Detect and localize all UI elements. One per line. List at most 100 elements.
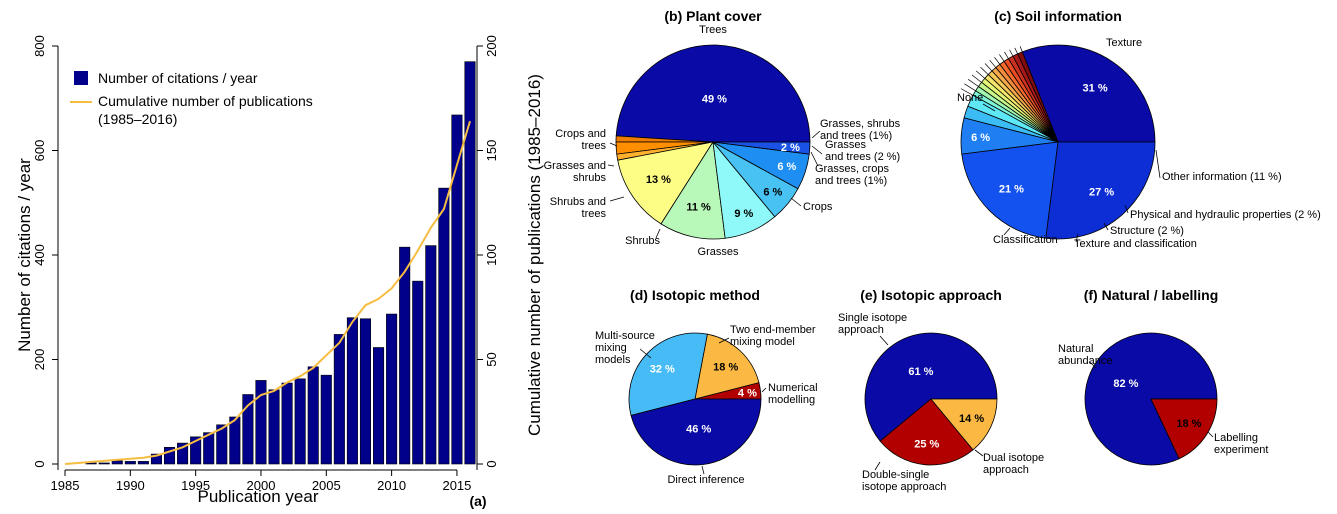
- pie-b-leader-line: [607, 164, 615, 167]
- x-tick-label: 2005: [312, 478, 341, 493]
- bar-2015: [451, 114, 463, 465]
- pie-e-slice-label: Single isotope: [838, 312, 907, 324]
- pie-e-slice-label: approach: [838, 324, 884, 336]
- pie-d-slice-multi-source-mixing-models: [628, 332, 708, 416]
- pie-b-leader-line: [811, 130, 821, 139]
- pie-c-minor-leader: [1014, 47, 1018, 54]
- bar-2001: [268, 389, 280, 465]
- pie-d-slice-label: Multi-source: [595, 330, 655, 342]
- x-tick-label: 1990: [116, 478, 145, 493]
- pie-b-leader-line: [810, 151, 819, 167]
- pie-b-slice-label: Grasses, shrubs: [820, 118, 901, 130]
- pie-c-slice-label: Structure (2 %): [1110, 225, 1184, 237]
- pie-c-leader-line: [1075, 233, 1079, 243]
- pie-c-other-bracket: [1155, 149, 1161, 179]
- pie-c-minor-leader: [984, 63, 993, 72]
- pie-e-slice-label: approach: [983, 464, 1029, 476]
- pie-d-slice-label: Two end-member: [730, 324, 816, 336]
- pie-d-slice-label: Direct inference: [667, 474, 744, 486]
- pie-e-slice-single-isotope-approach: [864, 332, 998, 442]
- pie-b-slice-label: and trees (1%): [815, 175, 887, 187]
- y-tick-label: 600: [32, 140, 47, 162]
- bar-2009: [373, 347, 385, 465]
- bar-2000: [255, 380, 267, 465]
- pie-c-minor-leader: [967, 79, 979, 87]
- legend-swatch-bars: [74, 71, 88, 85]
- bar-1997: [216, 424, 228, 465]
- pie-d-slice-label: mixing model: [730, 336, 795, 348]
- pie-c-title: (c) Soil information: [994, 8, 1122, 24]
- panel-f-pie-chart: 82 % 18 % (f) Natural / labelling Naturalab…: [1058, 287, 1268, 466]
- y-tick-label: 800: [32, 35, 47, 57]
- pie-b-slice-label: trees: [582, 208, 607, 220]
- pie-b-slice-crops: [617, 141, 714, 225]
- bar-2006: [333, 334, 345, 465]
- x-tick-label: 2010: [377, 478, 406, 493]
- pie-d-percent-label: 4 %: [738, 387, 757, 399]
- pie-d-title: (d) Isotopic method: [630, 287, 760, 303]
- y2-tick-label: 0: [484, 460, 499, 467]
- bar-1994: [177, 442, 189, 465]
- pie-d-leader-line: [701, 465, 705, 475]
- pie-b-leader-line: [811, 145, 823, 155]
- pie-c-leader-line: [982, 103, 996, 112]
- cumulative-publications-line: [64, 120, 471, 465]
- pie-c-leader-line: [1003, 227, 1011, 236]
- pie-c-percent-label: 27 %: [1089, 187, 1114, 199]
- pie-b-slice-label: Crops: [803, 201, 833, 213]
- panel-b-pie-chart: 49 % 13 % 11 % 9 % 6 % 6 % 2 % (b) Plant coverT…: [544, 8, 901, 258]
- pie-c-leader-line: [1124, 204, 1129, 214]
- bar-2010: [386, 313, 398, 465]
- pie-d-slice-two-end-member-mixing-model: [694, 333, 760, 400]
- pie-d-slice-label: modelling: [768, 394, 815, 406]
- y-tick-label: 400: [32, 244, 47, 266]
- bar-series: [85, 61, 476, 465]
- pie-c-minor-leader: [1004, 51, 1009, 59]
- pie-b-leader-line: [790, 197, 802, 207]
- pie-b-slice-label: trees: [582, 140, 607, 152]
- pie-d-slice-label: mixing: [595, 342, 627, 354]
- y2-tick-label: 200: [484, 35, 499, 57]
- pie-b-slice-trees: [615, 44, 811, 143]
- pie-e-slice-double-single-isotope-approach: [930, 398, 998, 451]
- y-axis-label: Number of citations / year: [15, 158, 34, 352]
- pie-f-slice-label: Natural: [1058, 343, 1093, 355]
- bar-2011: [399, 246, 411, 465]
- bar-1995: [190, 436, 202, 465]
- pie-b-slice-crops-and-trees: [712, 141, 811, 155]
- bar-1988: [98, 462, 110, 465]
- pie-b-slice-label: shrubs: [573, 172, 607, 184]
- bar-1993: [163, 446, 176, 465]
- pie-e-leader-line: [974, 449, 984, 457]
- y-tick-label: 0: [32, 460, 47, 467]
- pie-e-leader-line: [874, 461, 881, 471]
- x-axis-label: Publication year: [198, 487, 319, 506]
- bar-1989: [111, 460, 123, 465]
- pie-b-slice-label: Crops and: [555, 128, 606, 140]
- pie-e-slice-label: Double-single: [862, 469, 929, 481]
- pie-c-slice-label: Other information (11 %): [1162, 171, 1282, 183]
- bar-2008: [359, 318, 372, 465]
- pie-d-percent-label: 32 %: [650, 363, 675, 375]
- panel-d-pie-chart: 4 % 18 % 32 % 46 % (d) Isotopic method Numeri…: [595, 287, 818, 486]
- bar-2012: [412, 280, 424, 465]
- panel-a-bar-chart: 0 200 400 600 800 0 50 100 150 200 1985 1990 1995 200…: [15, 35, 544, 509]
- pie-b-slice-label: Trees: [699, 24, 727, 36]
- pie-e-percent-label: 25 %: [914, 439, 939, 451]
- legend: Number of citations / year Cumulative nu…: [70, 70, 313, 127]
- legend-label-bars: Number of citations / year: [98, 70, 258, 86]
- pie-c-minor-leader: [960, 88, 974, 96]
- pie-d-slice-label: models: [595, 354, 631, 366]
- pie-e-title: (e) Isotopic approach: [860, 287, 1002, 303]
- pie-f-slice-label: Labelling: [1214, 432, 1258, 444]
- panel-c-pie-chart: 31 % 6 % 21 % 27 % (c) Soil information Textu…: [957, 8, 1321, 250]
- bar-1987: [85, 462, 97, 465]
- pie-f-percent-label: 82 %: [1113, 378, 1138, 390]
- pie-b-slice-label: Grasses and: [544, 160, 606, 172]
- bar-2013: [425, 245, 437, 465]
- bar-2014: [438, 187, 450, 465]
- bar-2002: [281, 382, 293, 465]
- pie-b-percent-label: 6 %: [777, 161, 796, 173]
- pie-c-slice-label: None: [957, 92, 983, 104]
- pie-d-leader-line: [639, 348, 652, 359]
